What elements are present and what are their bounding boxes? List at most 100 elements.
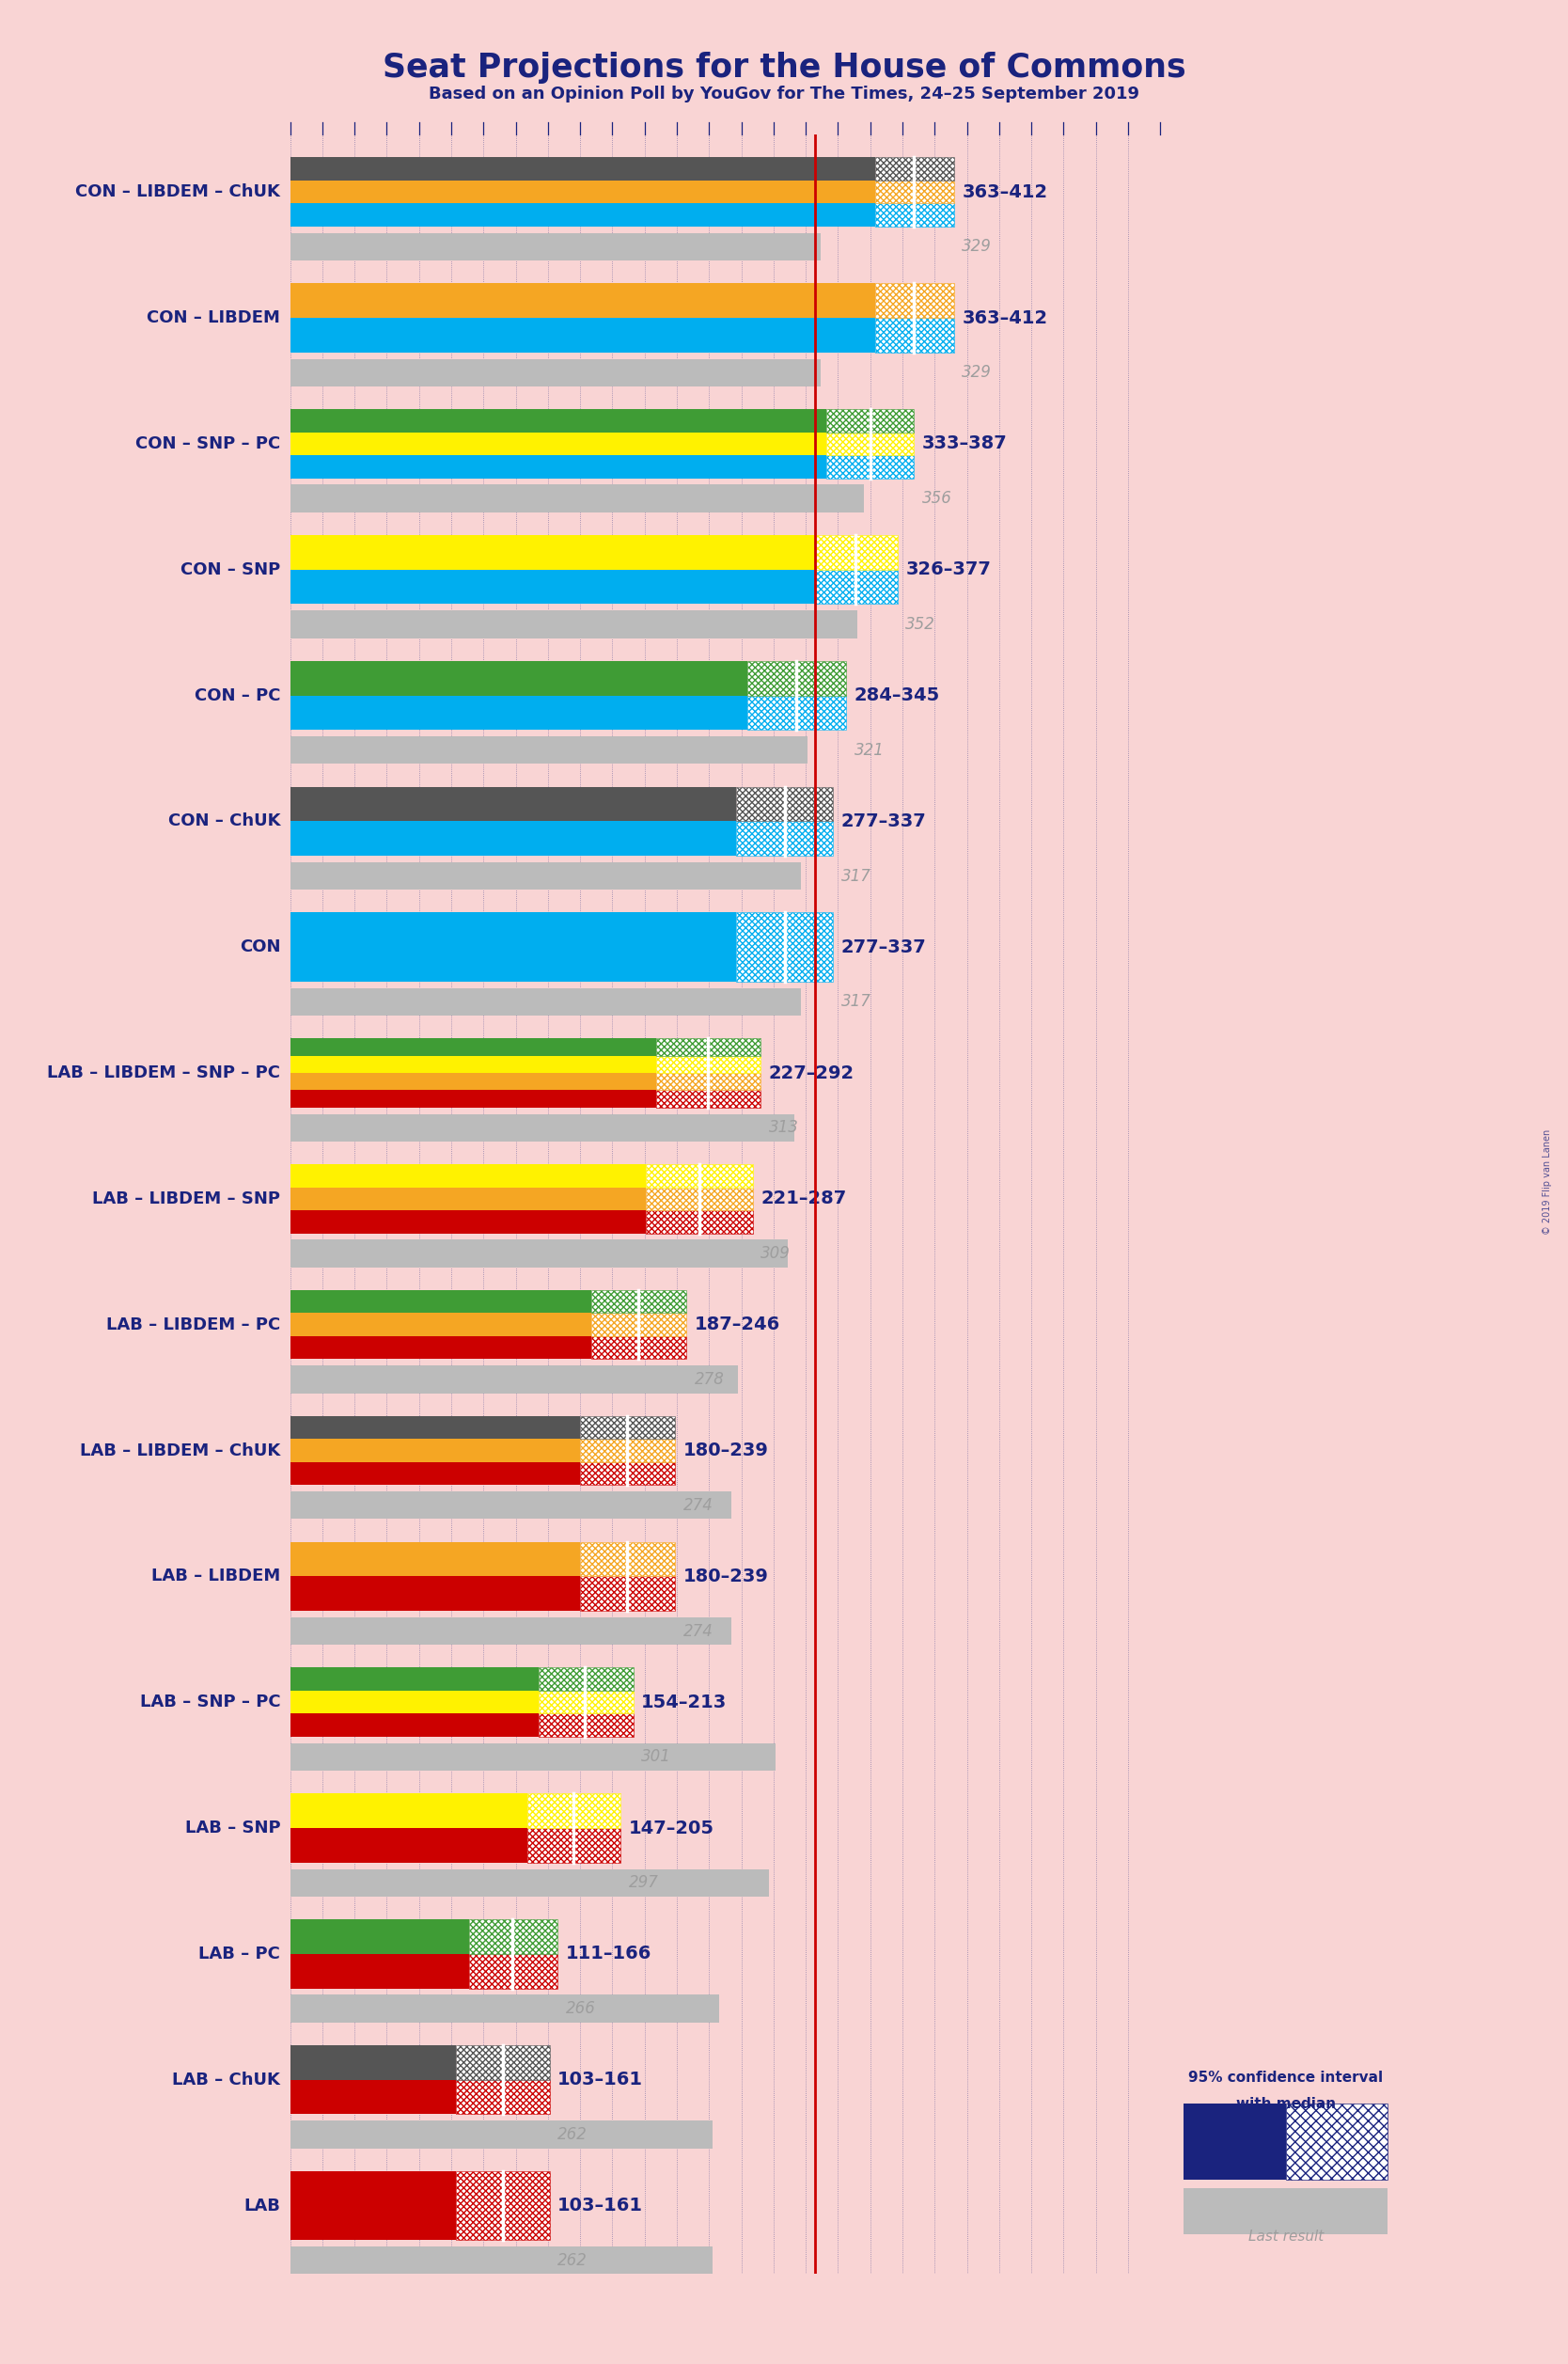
Bar	[538, 1690, 633, 1714]
Text: LAB – SNP – PC: LAB – SNP – PC	[140, 1693, 281, 1712]
Text: 363–412: 363–412	[963, 310, 1047, 326]
Bar	[591, 1336, 687, 1359]
Text: 221–287: 221–287	[760, 1189, 847, 1208]
Text: 321: 321	[855, 742, 884, 759]
Bar	[290, 1742, 775, 1771]
Text: 227–292: 227–292	[768, 1064, 855, 1083]
Bar	[290, 359, 820, 385]
Text: CON: CON	[240, 939, 281, 955]
Text: LAB – SNP: LAB – SNP	[185, 1820, 281, 1837]
Bar	[527, 1827, 621, 1863]
Bar	[290, 1577, 580, 1610]
Bar	[290, 1163, 646, 1187]
Text: 278: 278	[695, 1371, 724, 1388]
Bar	[290, 1187, 646, 1210]
Text: CON – ChUK: CON – ChUK	[168, 813, 281, 830]
Text: CON – LIBDEM – ChUK: CON – LIBDEM – ChUK	[75, 184, 281, 201]
Bar	[527, 1794, 621, 1827]
Bar	[456, 2045, 549, 2080]
Bar	[290, 913, 737, 981]
Text: 356: 356	[922, 489, 952, 506]
Text: 329: 329	[963, 364, 993, 381]
Text: LAB – LIBDEM – SNP – PC: LAB – LIBDEM – SNP – PC	[47, 1064, 281, 1080]
Bar	[290, 180, 875, 203]
Bar	[290, 1416, 580, 1440]
Text: Based on an Opinion Poll by YouGov for The Times, 24–25 September 2019: Based on an Opinion Poll by YouGov for T…	[428, 85, 1140, 102]
Bar	[748, 695, 847, 730]
Bar	[591, 1291, 687, 1312]
Bar	[815, 534, 897, 570]
Bar	[290, 787, 737, 820]
Bar	[290, 863, 801, 889]
Text: 274: 274	[684, 1496, 713, 1513]
Text: 262: 262	[558, 2253, 588, 2269]
Bar	[290, 2045, 456, 2080]
Bar	[290, 735, 808, 764]
Bar	[290, 1920, 469, 1955]
Bar	[538, 1714, 633, 1738]
Bar	[580, 1461, 676, 1485]
Text: 363–412: 363–412	[963, 182, 1047, 201]
Bar	[290, 1057, 655, 1073]
Text: CON – SNP – PC: CON – SNP – PC	[135, 435, 281, 452]
Text: LAB – PC: LAB – PC	[199, 1946, 281, 1962]
Bar	[580, 1440, 676, 1461]
Bar	[748, 662, 847, 695]
Bar	[290, 1617, 732, 1645]
Bar	[290, 1239, 789, 1267]
Text: LAB – LIBDEM – PC: LAB – LIBDEM – PC	[107, 1317, 281, 1333]
Bar	[875, 158, 953, 180]
Text: 329: 329	[963, 239, 993, 255]
Bar	[1286, 2104, 1388, 2180]
Bar	[875, 203, 953, 227]
Text: 103–161: 103–161	[558, 2196, 643, 2215]
Text: 147–205: 147–205	[629, 1820, 713, 1837]
Bar	[290, 1461, 580, 1485]
Bar	[290, 485, 864, 513]
Bar	[655, 1038, 760, 1057]
Text: CON – SNP: CON – SNP	[180, 560, 281, 579]
Bar	[655, 1073, 760, 1090]
Bar	[290, 2170, 456, 2241]
Text: with median: with median	[1236, 2097, 1336, 2111]
Bar	[290, 1690, 538, 1714]
Bar	[646, 1210, 753, 1234]
Text: 103–161: 103–161	[558, 2071, 643, 2090]
Bar	[469, 1955, 558, 1988]
Bar	[290, 1794, 527, 1827]
Bar	[290, 1336, 591, 1359]
Bar	[290, 1667, 538, 1690]
Text: LAB – ChUK: LAB – ChUK	[172, 2071, 281, 2087]
Bar	[875, 180, 953, 203]
Bar	[290, 988, 801, 1017]
Bar	[290, 1291, 591, 1312]
Text: 274: 274	[684, 1622, 713, 1641]
Text: LAB – LIBDEM – ChUK: LAB – LIBDEM – ChUK	[80, 1442, 281, 1459]
Text: 333–387: 333–387	[922, 435, 1007, 452]
Text: CON – LIBDEM: CON – LIBDEM	[147, 310, 281, 326]
Bar	[591, 1312, 687, 1336]
Bar	[290, 409, 826, 433]
Bar	[826, 433, 914, 456]
Bar	[290, 158, 875, 180]
Bar	[290, 1995, 718, 2024]
Bar	[815, 570, 897, 605]
Text: 277–337: 277–337	[840, 813, 927, 830]
Text: 266: 266	[566, 2000, 596, 2016]
Bar	[456, 2170, 549, 2241]
Bar	[290, 1090, 655, 1109]
Bar	[290, 2246, 712, 2274]
Bar	[826, 456, 914, 478]
Bar	[290, 203, 875, 227]
Bar	[1184, 2104, 1286, 2180]
Bar	[290, 820, 737, 856]
Text: LAB – LIBDEM: LAB – LIBDEM	[152, 1567, 281, 1584]
Bar	[290, 456, 826, 478]
Text: 180–239: 180–239	[684, 1567, 768, 1586]
Text: 111–166: 111–166	[566, 1946, 652, 1962]
Text: 180–239: 180–239	[684, 1442, 768, 1459]
Text: Seat Projections for the House of Commons: Seat Projections for the House of Common…	[383, 52, 1185, 85]
Bar	[290, 610, 858, 638]
Text: 313: 313	[768, 1118, 798, 1137]
Text: 317: 317	[840, 868, 872, 884]
